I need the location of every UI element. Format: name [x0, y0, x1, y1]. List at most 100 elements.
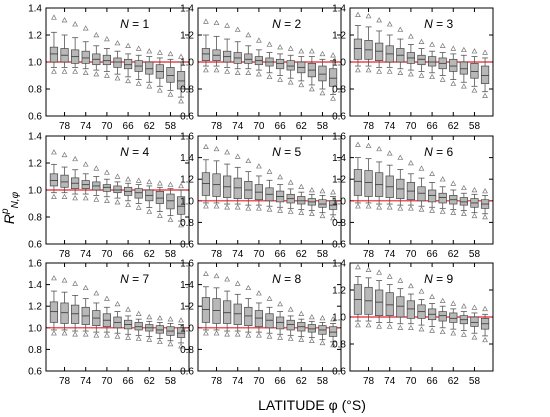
y-tick-label: 1.2: [180, 302, 194, 313]
outlier-point: [277, 334, 283, 340]
box-56: [328, 189, 338, 221]
box-iqr: [102, 54, 112, 66]
outlier-point: [51, 275, 57, 281]
outlier-point: [277, 44, 283, 50]
x-tick-label: 62: [296, 376, 308, 387]
outlier-point: [167, 216, 174, 222]
x-tick-label: 62: [144, 376, 156, 387]
box-iqr: [318, 65, 327, 82]
box-72: [396, 277, 405, 330]
outlier-point: [330, 52, 336, 58]
x-tick-label: 58: [165, 121, 177, 132]
box-62: [449, 45, 458, 86]
box-74: [233, 280, 242, 337]
outlier-point: [234, 26, 241, 32]
box-iqr: [145, 61, 154, 75]
x-tick-label: 66: [123, 121, 135, 132]
box-iqr: [212, 173, 221, 197]
x-tick-label: 70: [405, 121, 417, 132]
outlier-point: [376, 145, 383, 152]
y-tick-label: 1.2: [28, 31, 42, 42]
box-iqr: [470, 316, 479, 327]
box-78: [212, 145, 221, 209]
outlier-point: [355, 203, 361, 209]
box-64: [286, 306, 295, 341]
outlier-point: [224, 149, 231, 155]
outlier-point: [256, 163, 262, 169]
outlier-point: [178, 182, 184, 189]
panel-n-equals: =: [281, 145, 295, 159]
box-iqr: [406, 300, 416, 319]
panel-n-label: N = 6: [424, 145, 453, 159]
outlier-point: [256, 37, 262, 43]
x-tick-label: 70: [405, 249, 417, 260]
panel-2: 0.6 0.8 1.0 1.2 1.4 78 74 70 66 62 58 N = 2: [180, 4, 342, 132]
x-tick-label: 58: [165, 249, 177, 260]
outlier-point: [178, 222, 184, 228]
outlier-point: [319, 90, 326, 96]
x-tick-label: 78: [211, 376, 223, 387]
y-tick-label: 1.0: [28, 186, 42, 197]
box-iqr: [417, 54, 426, 66]
box-iqr: [176, 327, 186, 338]
outlier-point: [418, 72, 425, 78]
outlier-point: [439, 176, 446, 182]
box-62: [145, 48, 154, 89]
y-axis-label-sub: N,φ: [10, 191, 21, 208]
box-iqr: [417, 186, 426, 202]
outlier-point: [234, 204, 241, 210]
box-64: [134, 45, 143, 86]
box-76: [71, 155, 80, 201]
outlier-point: [408, 282, 414, 289]
box-70: [102, 169, 112, 203]
outlier-point: [471, 48, 478, 54]
box-58: [318, 315, 327, 346]
box-74: [385, 21, 394, 74]
box-80: [49, 275, 59, 336]
outlier-point: [82, 25, 89, 31]
box-iqr: [364, 170, 373, 197]
outlier-point: [397, 205, 404, 211]
outlier-point: [167, 91, 174, 97]
box-iqr: [155, 191, 164, 204]
outlier-point: [125, 334, 131, 340]
panel-n-symbol: N: [120, 17, 129, 31]
box-78: [212, 19, 221, 73]
outlier-point: [93, 31, 100, 38]
x-tick-label: 62: [296, 121, 308, 132]
box-iqr: [113, 185, 122, 194]
y-tick-label: 0.6: [28, 240, 42, 251]
y-tick-label: 1.0: [28, 58, 42, 69]
outlier-point: [386, 204, 393, 210]
panel-n-symbol: N: [120, 145, 129, 159]
box-68: [113, 173, 122, 205]
outlier-point: [93, 332, 100, 338]
outlier-point: [61, 17, 68, 23]
outlier-point: [82, 331, 89, 337]
y-tick-label: 1.4: [332, 153, 346, 164]
x-tick-label: 70: [101, 249, 113, 260]
outlier-point: [256, 71, 262, 77]
outlier-point: [418, 326, 425, 332]
outlier-point: [460, 303, 467, 309]
box-64: [438, 176, 447, 214]
box-iqr: [459, 197, 468, 206]
box-iqr: [201, 48, 211, 61]
outlier-point: [156, 180, 163, 186]
box-80: [201, 270, 211, 336]
box-60: [155, 49, 164, 93]
outlier-point: [51, 68, 57, 74]
y-tick-label: 1.2: [28, 159, 42, 170]
outlier-point: [429, 327, 435, 333]
outlier-point: [397, 277, 404, 283]
y-tick-label: 1.4: [332, 259, 346, 270]
outlier-point: [418, 165, 425, 171]
outlier-point: [298, 81, 305, 88]
outlier-point: [104, 36, 110, 42]
box-60: [307, 186, 316, 216]
outlier-point: [355, 264, 361, 270]
box-iqr: [113, 57, 122, 68]
y-tick-label: 1.6: [332, 132, 346, 143]
y-tick-label: 1.2: [28, 302, 42, 313]
box-iqr: [212, 298, 221, 324]
